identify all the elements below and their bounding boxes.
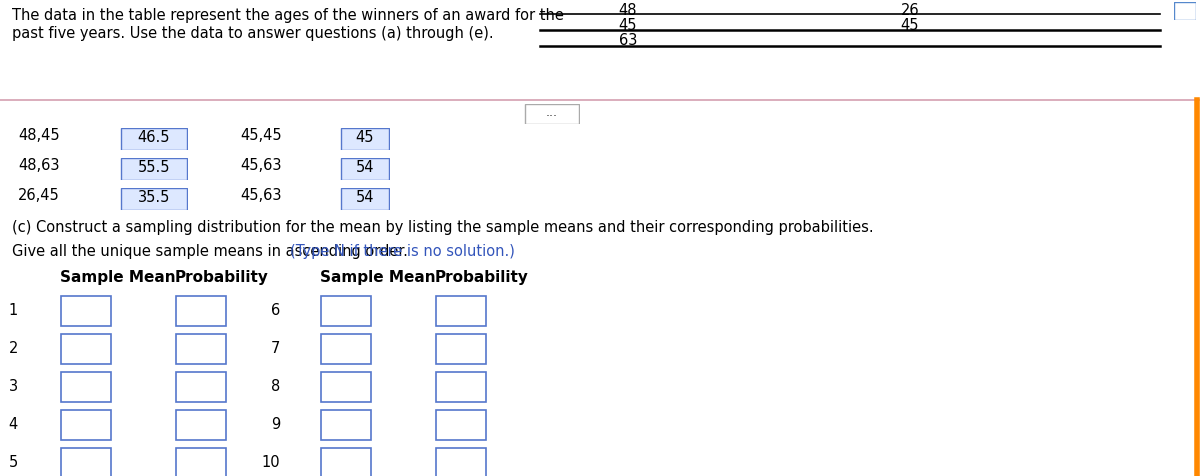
Text: 26,45: 26,45 (18, 188, 60, 203)
Text: 48,63: 48,63 (18, 158, 60, 173)
FancyBboxPatch shape (61, 372, 110, 402)
FancyBboxPatch shape (322, 372, 371, 402)
Text: 9: 9 (271, 417, 280, 432)
FancyBboxPatch shape (61, 410, 110, 440)
Text: 48: 48 (619, 3, 637, 18)
Text: 45,45: 45,45 (240, 128, 282, 143)
FancyBboxPatch shape (176, 410, 226, 440)
Text: 48,45: 48,45 (18, 128, 60, 143)
Text: 63: 63 (619, 33, 637, 48)
Text: 45,63: 45,63 (240, 188, 282, 203)
FancyBboxPatch shape (322, 334, 371, 364)
FancyBboxPatch shape (121, 159, 187, 179)
Text: 2: 2 (8, 341, 18, 356)
Text: 45,63: 45,63 (240, 158, 282, 173)
Text: (c) Construct a sampling distribution for the mean by listing the sample means a: (c) Construct a sampling distribution fo… (12, 220, 874, 235)
Text: Probability: Probability (436, 270, 529, 285)
Text: 7: 7 (271, 341, 280, 356)
Text: 8: 8 (271, 379, 280, 394)
Text: 45: 45 (901, 18, 919, 33)
Text: 5: 5 (8, 455, 18, 470)
FancyBboxPatch shape (322, 410, 371, 440)
Text: 45: 45 (355, 130, 374, 145)
Text: 26: 26 (901, 3, 919, 18)
FancyBboxPatch shape (436, 447, 486, 476)
Text: The data in the table represent the ages of the winners of an award for the: The data in the table represent the ages… (12, 8, 564, 23)
FancyBboxPatch shape (436, 296, 486, 327)
Text: 1: 1 (8, 303, 18, 318)
Text: Sample Mean: Sample Mean (320, 270, 436, 285)
FancyBboxPatch shape (526, 104, 578, 124)
Text: 10: 10 (262, 455, 280, 470)
FancyBboxPatch shape (341, 159, 389, 179)
Text: 54: 54 (355, 190, 374, 205)
Text: (Type N if there is no solution.): (Type N if there is no solution.) (290, 244, 515, 259)
FancyBboxPatch shape (341, 188, 389, 209)
FancyBboxPatch shape (436, 334, 486, 364)
FancyBboxPatch shape (176, 334, 226, 364)
Text: 4: 4 (8, 417, 18, 432)
FancyBboxPatch shape (176, 447, 226, 476)
FancyBboxPatch shape (436, 372, 486, 402)
FancyBboxPatch shape (1175, 2, 1195, 20)
FancyBboxPatch shape (436, 410, 486, 440)
Text: 54: 54 (355, 160, 374, 175)
Text: 3: 3 (8, 379, 18, 394)
FancyBboxPatch shape (322, 447, 371, 476)
Text: past five years. Use the data to answer questions (a) through (e).: past five years. Use the data to answer … (12, 26, 493, 41)
Text: Give all the unique sample means in ascending order.: Give all the unique sample means in asce… (12, 244, 413, 259)
Text: ...: ... (546, 106, 558, 119)
Text: 35.5: 35.5 (138, 190, 170, 205)
FancyBboxPatch shape (61, 447, 110, 476)
FancyBboxPatch shape (176, 296, 226, 327)
FancyBboxPatch shape (322, 296, 371, 327)
Text: 6: 6 (271, 303, 280, 318)
FancyBboxPatch shape (121, 188, 187, 209)
FancyBboxPatch shape (61, 296, 110, 327)
FancyBboxPatch shape (61, 334, 110, 364)
Text: Probability: Probability (175, 270, 269, 285)
Text: 46.5: 46.5 (138, 130, 170, 145)
Text: 55.5: 55.5 (138, 160, 170, 175)
FancyBboxPatch shape (176, 372, 226, 402)
FancyBboxPatch shape (341, 129, 389, 149)
Text: Sample Mean: Sample Mean (60, 270, 175, 285)
FancyBboxPatch shape (121, 129, 187, 149)
Text: 45: 45 (619, 18, 637, 33)
